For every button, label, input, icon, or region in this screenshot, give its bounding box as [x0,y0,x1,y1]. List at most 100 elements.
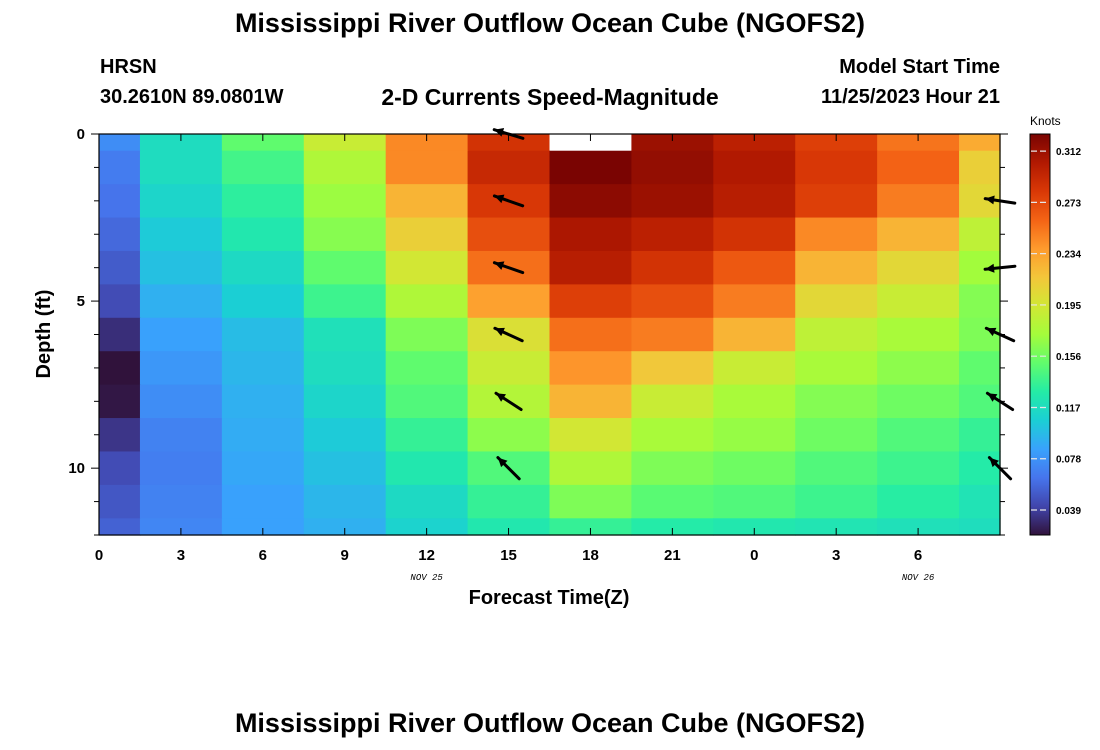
heatmap-cell [631,184,714,219]
heatmap-cell [221,418,305,453]
x-tick-label: 9 [341,547,349,564]
heatmap-cell [549,284,633,319]
heatmap-cell [631,134,714,152]
heatmap-cell [549,351,633,386]
heatmap-cell [385,134,469,152]
heatmap-cell [139,250,223,285]
station-name: HRSN [100,56,157,78]
heatmap-cell [385,150,469,185]
heatmap-cells [99,134,1001,536]
heatmap-cell [631,351,714,386]
heatmap-cell [631,518,714,536]
heatmap-cell [713,317,796,352]
arrow-head [986,327,997,337]
heatmap-cell [99,317,141,352]
heatmap-cell [713,250,796,285]
plot-title: 2-D Currents Speed-Magnitude [381,84,719,110]
heatmap-cell [139,150,223,185]
heatmap-cell [631,217,714,252]
heatmap-cell [139,284,223,319]
heatmap-cell [467,284,551,319]
heatmap-cell [795,418,878,453]
colorbar-tick-label: 0.078 [1056,455,1081,466]
heatmap-cell [385,284,469,319]
heatmap-cell [877,250,960,285]
x-tick-label: 0 [95,547,103,564]
heatmap-cell [631,384,714,419]
heatmap-cell [959,418,1001,453]
heatmap-cell [713,284,796,319]
heatmap-cell [959,134,1001,152]
y-tick-label: 5 [77,293,85,310]
arrow-head [494,261,505,270]
arrow-head [989,457,999,468]
heatmap-cell [795,518,878,536]
x-tick-label: 6 [914,547,922,564]
x-axis-label: Forecast Time(Z) [469,587,630,609]
heatmap-cell [877,184,960,219]
heatmap-cell [385,418,469,453]
x-date-label: NOV 26 [902,573,935,583]
axes: 0 3 6 9 12 15 18 21 0 3 6 NOV 25 NOV 26 0 5 10 [68,126,1008,583]
heatmap-cell [139,351,223,386]
x-tick-label: 12 [418,547,435,564]
heatmap-cell [877,384,960,419]
heatmap-cell [385,451,469,486]
heatmap-cell [385,484,469,519]
x-tick-label: 15 [500,547,517,564]
current-arrow [492,261,525,275]
heatmap-cell [795,351,878,386]
heatmap-cell [549,518,633,536]
x-date-label: NOV 25 [410,573,443,583]
heatmap-cell [959,284,1001,319]
heatmap-cell [713,351,796,386]
heatmap-cell [795,250,878,285]
x-tick-label: 0 [750,547,758,564]
heatmap-cell [795,150,878,185]
heatmap-cell [877,351,960,386]
colorbar-tick-label: 0.312 [1056,147,1081,158]
heatmap-cell [549,384,633,419]
current-arrow [493,326,524,343]
heatmap-cell [877,484,960,519]
arrow-head [494,194,505,204]
heatmap-cell [385,250,469,285]
heatmap-cell [303,150,387,185]
heatmap-cell [795,134,878,152]
arrow-head [496,393,506,402]
heatmap-cell [549,150,633,185]
heatmap-cell [221,150,305,185]
heatmap-cell [467,150,551,185]
heatmap-cell [549,317,633,352]
colorbar-tick-label: 0.156 [1056,352,1081,363]
heatmap-cell [385,217,469,252]
heatmap-cell [795,317,878,352]
heatmap-cell [139,418,223,453]
heatmap-cell [959,451,1001,486]
heatmap-cell [713,484,796,519]
current-arrow [494,391,523,411]
heatmap-cell [385,384,469,419]
colorbar-tick-label: 0.195 [1056,301,1081,312]
heatmap-cell [139,134,223,152]
y-tick-label: 10 [68,460,85,477]
model-start-label: Model Start Time [839,56,1000,78]
heatmap-cell [303,184,387,219]
x-tick-label: 3 [177,547,185,564]
arrow-head [494,327,505,337]
arrow-head [985,195,995,205]
heatmap-cell [549,418,633,453]
heatmap-cell [303,484,387,519]
heatmap-cell [385,317,469,352]
heatmap-cell [467,484,551,519]
y-axis-label: Depth (ft) [33,290,55,379]
heatmap-cell [713,184,796,219]
arrow-head [987,393,998,402]
heatmap-cell [631,451,714,486]
heatmap-cell [549,250,633,285]
x-tick-label: 21 [664,547,681,564]
heatmap-cell [959,384,1001,419]
current-arrow [492,194,525,208]
heatmap-cell [221,317,305,352]
heatmap-cell [99,484,141,519]
